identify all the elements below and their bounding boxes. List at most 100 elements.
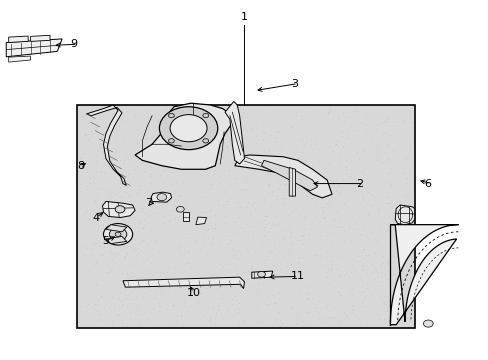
Point bbox=[135, 219, 142, 225]
Point bbox=[188, 310, 196, 316]
Point bbox=[103, 270, 111, 275]
Point bbox=[402, 194, 409, 200]
Point bbox=[81, 186, 89, 192]
Point bbox=[288, 192, 296, 198]
Point bbox=[170, 228, 178, 233]
Point bbox=[146, 171, 154, 177]
Point bbox=[132, 293, 140, 299]
Point bbox=[274, 291, 282, 296]
Point bbox=[211, 288, 219, 294]
Point bbox=[327, 261, 335, 267]
Point bbox=[272, 193, 280, 198]
Point bbox=[145, 304, 153, 310]
Point bbox=[157, 277, 164, 283]
Point bbox=[320, 165, 328, 171]
Point bbox=[208, 225, 216, 231]
Point bbox=[168, 302, 176, 308]
Point bbox=[298, 145, 306, 150]
Point bbox=[328, 177, 336, 183]
Point bbox=[260, 198, 267, 203]
Point bbox=[91, 301, 99, 307]
Point bbox=[126, 160, 134, 166]
Point bbox=[334, 115, 342, 121]
Polygon shape bbox=[122, 277, 244, 289]
Point bbox=[103, 188, 111, 194]
Point bbox=[159, 221, 167, 226]
Point bbox=[97, 168, 105, 174]
Point bbox=[359, 224, 366, 230]
Point bbox=[155, 300, 163, 306]
Point bbox=[161, 112, 169, 117]
Point bbox=[253, 121, 261, 127]
Point bbox=[238, 228, 246, 234]
Point bbox=[318, 214, 325, 220]
Point bbox=[248, 263, 256, 269]
Point bbox=[203, 194, 211, 200]
Point bbox=[353, 118, 361, 123]
Point bbox=[293, 303, 301, 309]
Point bbox=[368, 261, 376, 267]
Point bbox=[104, 148, 112, 154]
Point bbox=[161, 104, 168, 110]
Point bbox=[247, 126, 255, 131]
Point bbox=[118, 107, 125, 113]
Point bbox=[305, 175, 312, 180]
Point bbox=[324, 266, 331, 271]
Point bbox=[248, 284, 256, 290]
Point bbox=[201, 285, 209, 291]
Point bbox=[281, 189, 288, 195]
Point bbox=[122, 295, 129, 301]
Point bbox=[308, 220, 316, 226]
Point bbox=[322, 200, 330, 206]
Point bbox=[126, 212, 134, 218]
Point bbox=[340, 140, 347, 146]
Point bbox=[134, 187, 142, 193]
Point bbox=[190, 120, 198, 125]
Point bbox=[357, 277, 365, 283]
Point bbox=[221, 220, 228, 225]
Point bbox=[271, 300, 279, 306]
Point bbox=[214, 154, 222, 159]
Point bbox=[374, 209, 382, 215]
Point bbox=[385, 141, 392, 147]
Point bbox=[341, 213, 348, 219]
Point bbox=[164, 120, 172, 125]
Point bbox=[128, 173, 136, 179]
Point bbox=[87, 107, 95, 113]
Point bbox=[326, 238, 334, 243]
Point bbox=[322, 305, 330, 311]
Point bbox=[203, 250, 211, 256]
Point bbox=[239, 106, 246, 112]
Point bbox=[181, 156, 189, 162]
Point bbox=[389, 308, 397, 314]
Point bbox=[162, 274, 169, 280]
Point bbox=[88, 112, 96, 117]
Point bbox=[224, 185, 231, 191]
Point bbox=[224, 261, 232, 267]
Point bbox=[90, 261, 98, 267]
Point bbox=[323, 319, 330, 325]
Point bbox=[345, 114, 353, 120]
Point bbox=[226, 210, 234, 215]
Point bbox=[204, 226, 212, 231]
Point bbox=[209, 226, 217, 231]
Point bbox=[346, 269, 354, 274]
Point bbox=[373, 240, 381, 246]
Point bbox=[290, 171, 298, 176]
Point bbox=[360, 288, 367, 293]
Point bbox=[362, 112, 369, 117]
Point bbox=[329, 303, 337, 309]
Point bbox=[235, 204, 243, 210]
Point bbox=[400, 294, 407, 300]
Point bbox=[170, 126, 178, 132]
Point bbox=[356, 159, 364, 165]
Point bbox=[351, 219, 359, 225]
Point bbox=[229, 218, 237, 224]
Point bbox=[316, 242, 324, 248]
Point bbox=[329, 315, 337, 320]
Point bbox=[394, 123, 402, 129]
Point bbox=[291, 316, 299, 322]
Point bbox=[280, 288, 288, 294]
Point bbox=[281, 115, 289, 121]
Point bbox=[337, 148, 345, 153]
